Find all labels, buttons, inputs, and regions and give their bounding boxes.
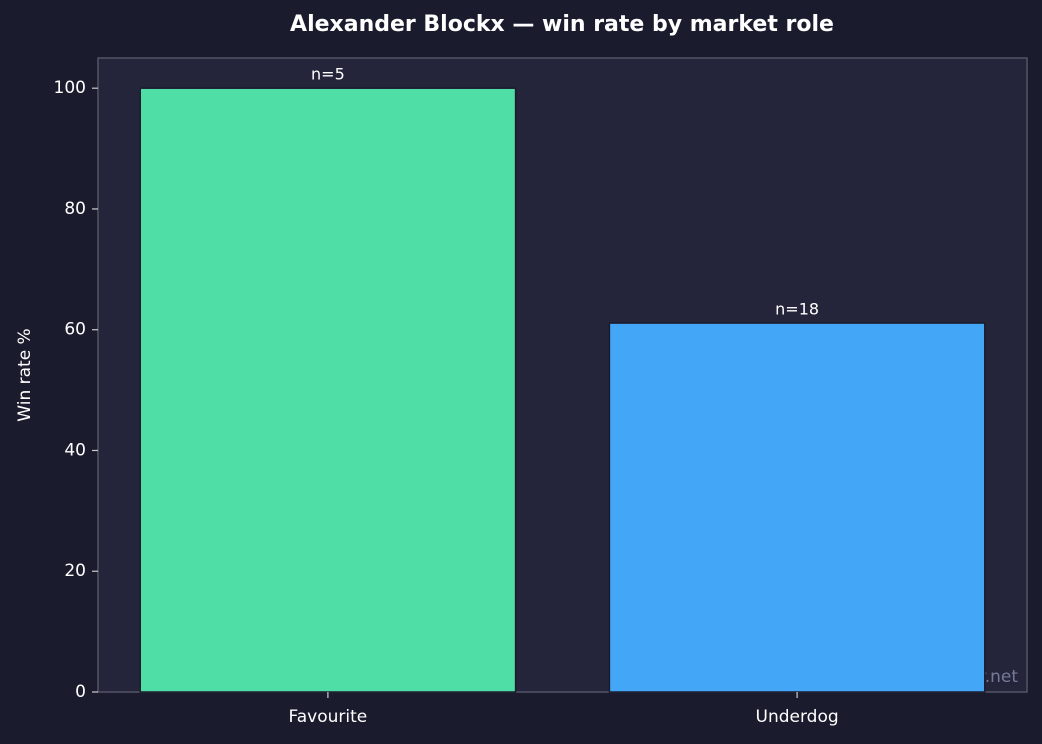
bar <box>608 322 986 693</box>
x-tick-label: Underdog <box>756 707 839 727</box>
y-tick-label: 40 <box>64 440 86 460</box>
bar <box>139 87 517 693</box>
chart-title: Alexander Blockx — win rate by market ro… <box>290 12 834 37</box>
bar-annotation: n=18 <box>775 300 819 319</box>
y-tick-label: 80 <box>64 199 86 219</box>
y-tick-label: 60 <box>64 320 86 340</box>
bar-annotation: n=5 <box>311 65 345 84</box>
y-tick-label: 0 <box>75 682 86 702</box>
y-tick-label: 20 <box>64 561 86 581</box>
x-tick-label: Favourite <box>289 707 368 727</box>
y-axis-label: Win rate % <box>15 328 35 421</box>
y-tick-label: 100 <box>54 78 86 98</box>
